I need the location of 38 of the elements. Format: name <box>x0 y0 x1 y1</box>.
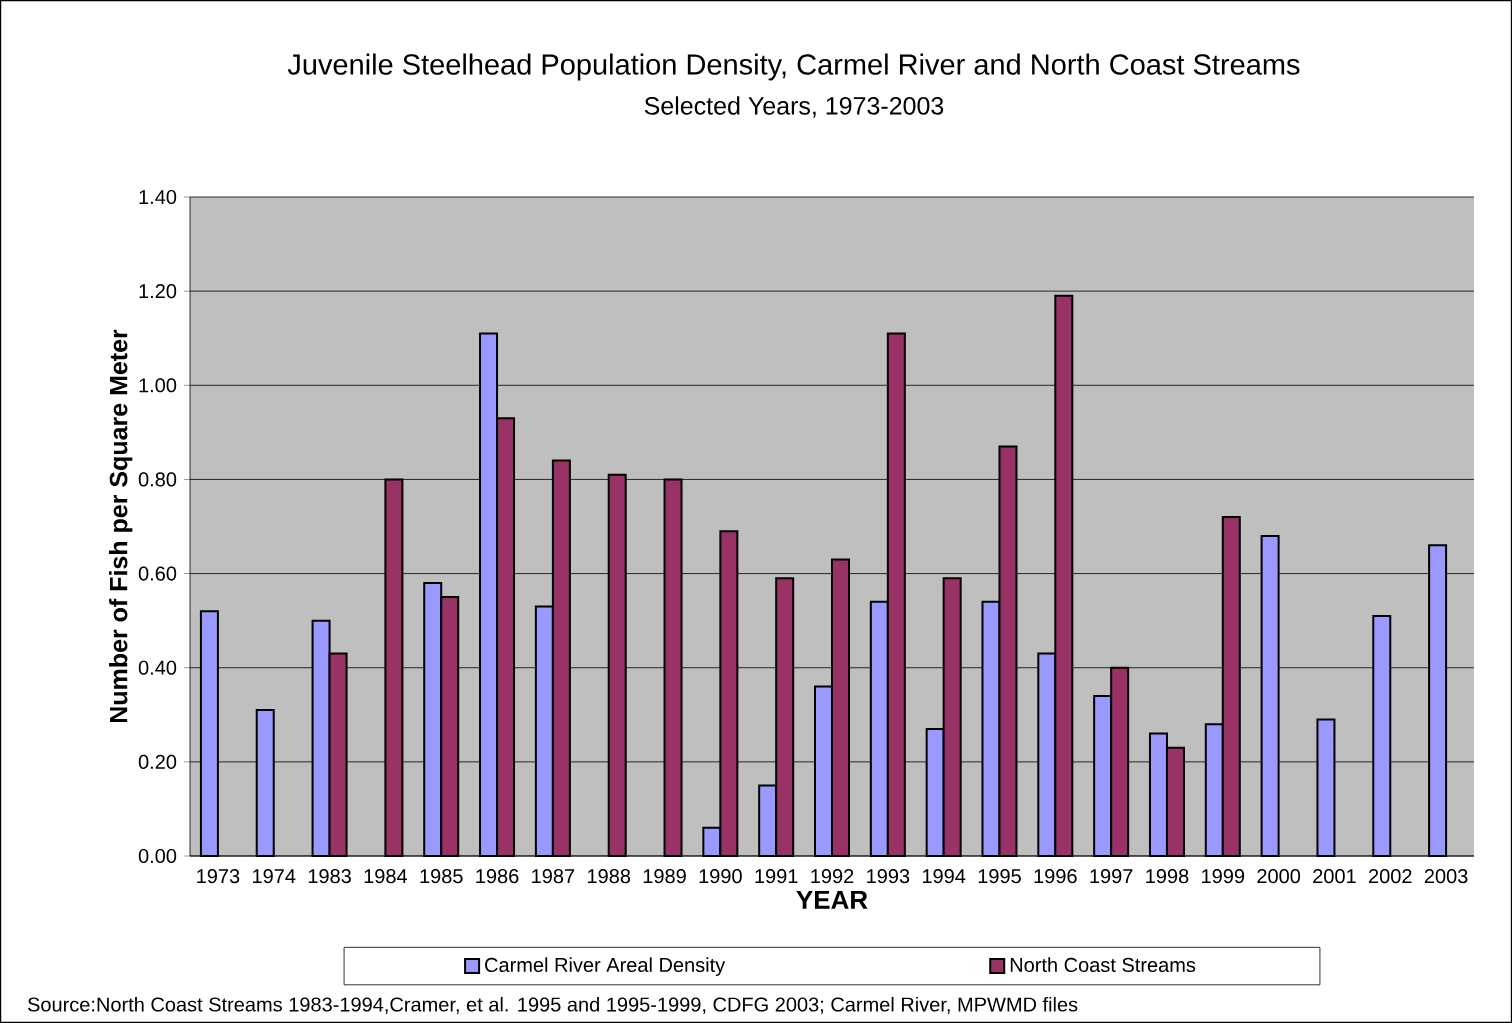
x-tick-label: 2002 <box>1369 869 1412 884</box>
x-tick-label: 1983 <box>308 869 351 884</box>
x-tick-label: 1998 <box>1146 869 1189 884</box>
y-tick-label: 0.60 <box>138 566 177 581</box>
x-tick-label: 1973 <box>197 869 240 884</box>
x-tick-label: 1994 <box>922 869 966 884</box>
x-tick-label: 1985 <box>420 869 463 884</box>
y-tick-label: 0.20 <box>138 754 177 769</box>
source-note: Source:North Coast Streams 1983-1994,Cramer, et al. 1995 and 1995-1999, CDFG 2003; Carmel River, MPWMD files <box>27 996 1078 1014</box>
x-axis-title: YEAR <box>796 890 868 909</box>
x-tick-label: 1986 <box>476 869 519 884</box>
legend-label: North Coast Streams <box>1010 957 1196 973</box>
chart-subtitle: Selected Years, 1973-2003 <box>644 96 944 118</box>
x-tick-label: 1995 <box>978 869 1021 884</box>
x-tick-label: 1997 <box>1090 869 1133 884</box>
x-tick-label: 1990 <box>699 869 742 884</box>
x-tick-label: 1987 <box>532 869 575 884</box>
y-tick-label: 1.00 <box>139 378 177 393</box>
x-tick-label: 2003 <box>1424 869 1468 884</box>
x-tick-label: 1999 <box>1202 869 1245 884</box>
x-tick-label: 1991 <box>755 869 798 884</box>
x-tick-label: 2000 <box>1257 869 1301 884</box>
y-tick-label: 1.40 <box>139 189 177 205</box>
x-tick-label: 2001 <box>1313 869 1356 884</box>
x-tick-label: 1992 <box>811 869 854 884</box>
x-tick-label: 1989 <box>643 869 686 884</box>
y-axis-title: Number of Fish per Square Meter <box>109 329 133 723</box>
y-tick-label: 1.20 <box>139 284 177 299</box>
x-tick-label: 1996 <box>1034 869 1077 884</box>
y-tick-label: 0.80 <box>138 472 177 487</box>
x-tick-label: 1988 <box>587 869 631 884</box>
chart-title: Juvenile Steelhead Population Density, Carmel River and North Coast Streams <box>287 53 1300 81</box>
x-tick-label: 1974 <box>253 869 296 884</box>
y-tick-label: 0.00 <box>138 848 177 864</box>
x-tick-label: 1984 <box>364 869 408 884</box>
y-tick-label: 0.40 <box>138 660 177 675</box>
legend-label: Carmel River Areal Density <box>485 957 726 976</box>
x-tick-label: 1993 <box>867 869 910 884</box>
